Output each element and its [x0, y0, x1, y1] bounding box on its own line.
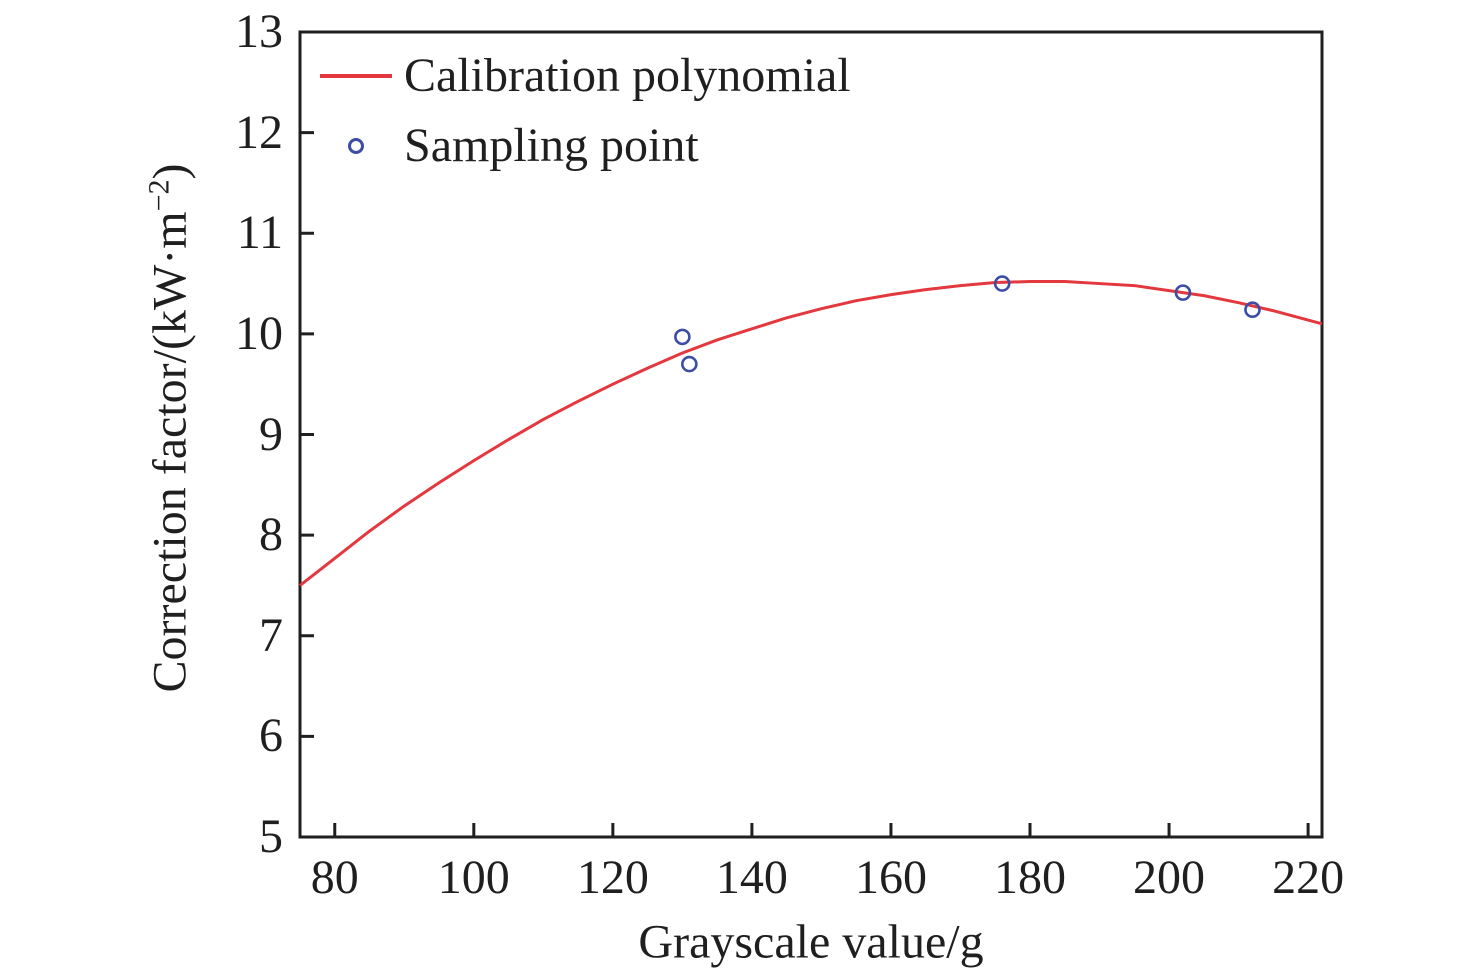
legend: Calibration polynomial Sampling point	[320, 41, 851, 181]
y-axis-title-close: )	[143, 163, 197, 180]
axes-frame	[298, 30, 1324, 839]
y-axis-title-superscript: −2	[142, 179, 176, 212]
red-line-swatch	[320, 74, 392, 78]
legend-circle-swatch-box	[320, 138, 392, 154]
legend-line-swatch-box	[320, 74, 392, 78]
x-axis-title: Grayscale value/g	[638, 915, 984, 969]
legend-label-calibration-polynomial: Calibration polynomial	[404, 49, 851, 102]
legend-item-sampling-point: Sampling point	[320, 111, 851, 181]
open-circle-marker-swatch	[348, 138, 364, 154]
y-axis-title-text: Correction factor/(kW·m	[143, 211, 197, 693]
sampling-point-marker	[1244, 301, 1261, 319]
sampling-point-marker	[1174, 284, 1192, 301]
legend-item-calibration-polynomial: Calibration polynomial	[320, 41, 851, 111]
sampling-point-marker	[681, 355, 698, 373]
sampling-point-marker	[674, 328, 691, 346]
y-axis-title: Correction factor/(kW·m−2)	[143, 163, 198, 692]
sampling-point-marker	[993, 275, 1011, 292]
calibration-polynomial-line	[299, 280, 1323, 587]
legend-label-sampling-point: Sampling point	[404, 119, 699, 172]
